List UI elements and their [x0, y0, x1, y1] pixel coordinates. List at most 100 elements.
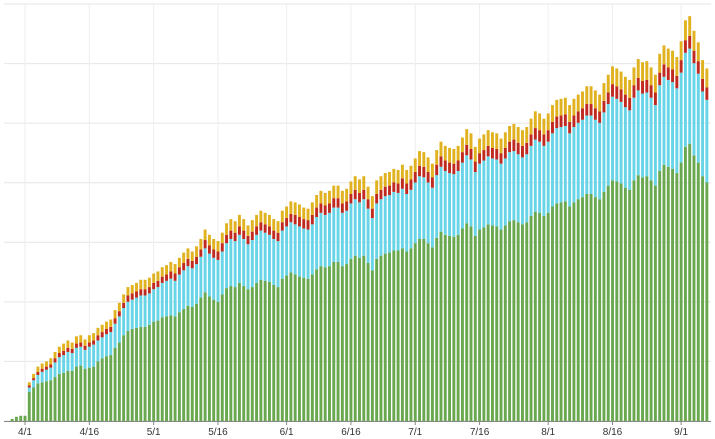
bar-segment [109, 355, 113, 421]
bar-segment [216, 241, 220, 252]
bar-segment [701, 78, 705, 92]
bar-segment [701, 91, 705, 177]
bar-segment [692, 30, 696, 51]
bar-segment [649, 97, 653, 181]
chart-bars [10, 16, 709, 421]
bar-segment [585, 86, 589, 105]
bar-segment [521, 157, 524, 225]
bar-segment [460, 137, 464, 153]
bar-segment [139, 279, 143, 290]
bar-segment [568, 133, 572, 207]
bar-segment [388, 252, 391, 421]
bar-segment [117, 302, 121, 312]
bar-segment [418, 165, 421, 177]
bar-segment [195, 256, 198, 265]
bar-segment [267, 281, 271, 421]
bar-segment [666, 48, 670, 68]
bar-segment [426, 157, 430, 173]
bar-segment [332, 198, 336, 208]
bar-segment [439, 166, 443, 232]
bar-segment [413, 243, 417, 421]
bar-segment [70, 342, 74, 349]
bar-segment [572, 127, 576, 203]
bar-segment [482, 150, 486, 161]
bar-segment [409, 189, 413, 249]
bar-segment [332, 207, 336, 262]
bar-segment [456, 145, 460, 161]
bar-segment [19, 415, 23, 421]
bar-segment [430, 163, 434, 178]
bar-segment [658, 85, 662, 171]
bar-segment [388, 172, 391, 186]
bar-segment [57, 346, 61, 353]
bar-segment [503, 225, 507, 421]
bar-segment [490, 147, 494, 159]
x-tick-label: 7/16 [470, 427, 490, 438]
bar-segment [581, 108, 584, 120]
bar-segment [293, 202, 297, 215]
x-tick-label: 7/1 [408, 427, 422, 438]
bar-segment [379, 199, 383, 256]
bar-segment [169, 271, 173, 279]
bar-segment [439, 231, 443, 421]
bar-segment [701, 176, 705, 421]
bar-segment [100, 324, 104, 333]
bar-segment [272, 230, 276, 239]
bar-segment [456, 170, 460, 235]
bar-segment [100, 332, 104, 338]
bar-segment [448, 147, 452, 163]
bar-segment [619, 89, 623, 102]
bar-segment [182, 252, 186, 264]
bar-segment [79, 346, 83, 366]
bar-segment [289, 222, 293, 273]
bar-segment [36, 371, 40, 375]
bar-segment [100, 337, 104, 359]
bar-segment [641, 93, 644, 178]
bar-segment [349, 203, 353, 259]
bar-segment [546, 212, 550, 421]
bar-segment [62, 372, 66, 421]
bar-segment [267, 234, 271, 282]
bar-segment [405, 193, 409, 252]
bar-segment [533, 111, 537, 129]
bar-segment [400, 248, 404, 421]
bar-segment [250, 240, 254, 288]
bar-segment [508, 152, 512, 222]
bar-segment [160, 267, 164, 277]
bar-segment [220, 251, 224, 295]
x-tick-label: 8/16 [603, 427, 623, 438]
bar-segment [70, 370, 74, 421]
bar-segment [130, 299, 134, 329]
bar-segment [53, 362, 57, 378]
bar-segment [559, 127, 563, 203]
bar-segment [478, 229, 482, 421]
bar-segment [267, 214, 271, 227]
bar-segment [533, 211, 537, 421]
bar-segment [418, 238, 421, 421]
bar-segment [152, 289, 156, 322]
bar-segment [705, 99, 709, 183]
bar-segment [649, 67, 653, 86]
bar-segment [623, 107, 627, 188]
bar-segment [606, 185, 610, 421]
bar-segment [512, 139, 516, 152]
bar-segment [203, 292, 207, 421]
bar-segment [75, 366, 78, 421]
bar-segment [349, 258, 353, 421]
bar-segment [473, 172, 477, 236]
bar-segment [430, 247, 434, 421]
bar-segment [683, 20, 687, 41]
bar-segment [255, 226, 259, 235]
bar-segment [117, 311, 121, 317]
bar-segment [225, 288, 229, 421]
bar-segment [692, 63, 696, 156]
bar-segment [628, 79, 632, 98]
bar-segment [220, 232, 224, 244]
bar-segment [207, 296, 211, 421]
bar-segment [375, 258, 379, 421]
bar-segment [62, 343, 66, 351]
bar-segment [623, 94, 627, 108]
bar-segment [435, 237, 439, 421]
bar-segment [358, 202, 361, 258]
bar-segment [555, 128, 559, 204]
